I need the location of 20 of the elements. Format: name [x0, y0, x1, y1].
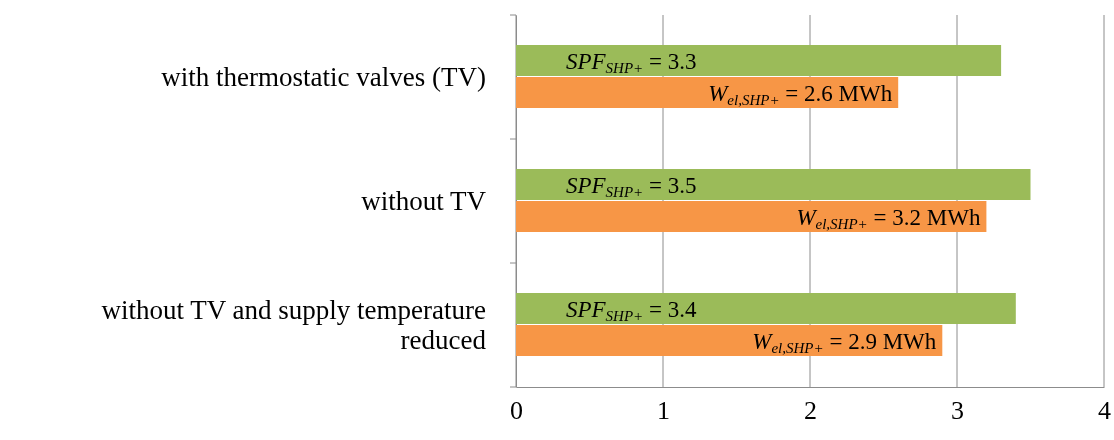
data-label: W$_{el,SHP+}$ = 2.9 MWh: [752, 329, 937, 356]
bar: [516, 77, 899, 108]
x-tick-label: 1: [657, 396, 670, 426]
data-label: SPF$_{SHP+}$ = 3.3: [566, 49, 697, 76]
x-tick-label: 4: [1098, 396, 1111, 426]
data-label: W$_{el,SHP+}$ = 2.6 MWh: [708, 81, 893, 108]
bar: [516, 169, 1031, 200]
bar: [516, 293, 1016, 324]
bar: [516, 201, 987, 232]
x-tick-label: 2: [804, 396, 817, 426]
y-tick-label: with thermostatic valves (TV): [161, 62, 486, 92]
bar: [516, 45, 1002, 76]
x-tick-label: 0: [510, 396, 523, 426]
data-label: SPF$_{SHP+}$ = 3.4: [566, 297, 697, 324]
x-tick-label: 3: [951, 396, 964, 426]
bar: [516, 325, 943, 356]
data-label: SPF$_{SHP+}$ = 3.5: [566, 173, 697, 200]
y-tick-label: without TV: [361, 186, 487, 216]
y-tick-label: without TV and supply temperature reduced: [101, 295, 487, 355]
data-label: W$_{el,SHP+}$ = 3.2 MWh: [796, 205, 981, 232]
